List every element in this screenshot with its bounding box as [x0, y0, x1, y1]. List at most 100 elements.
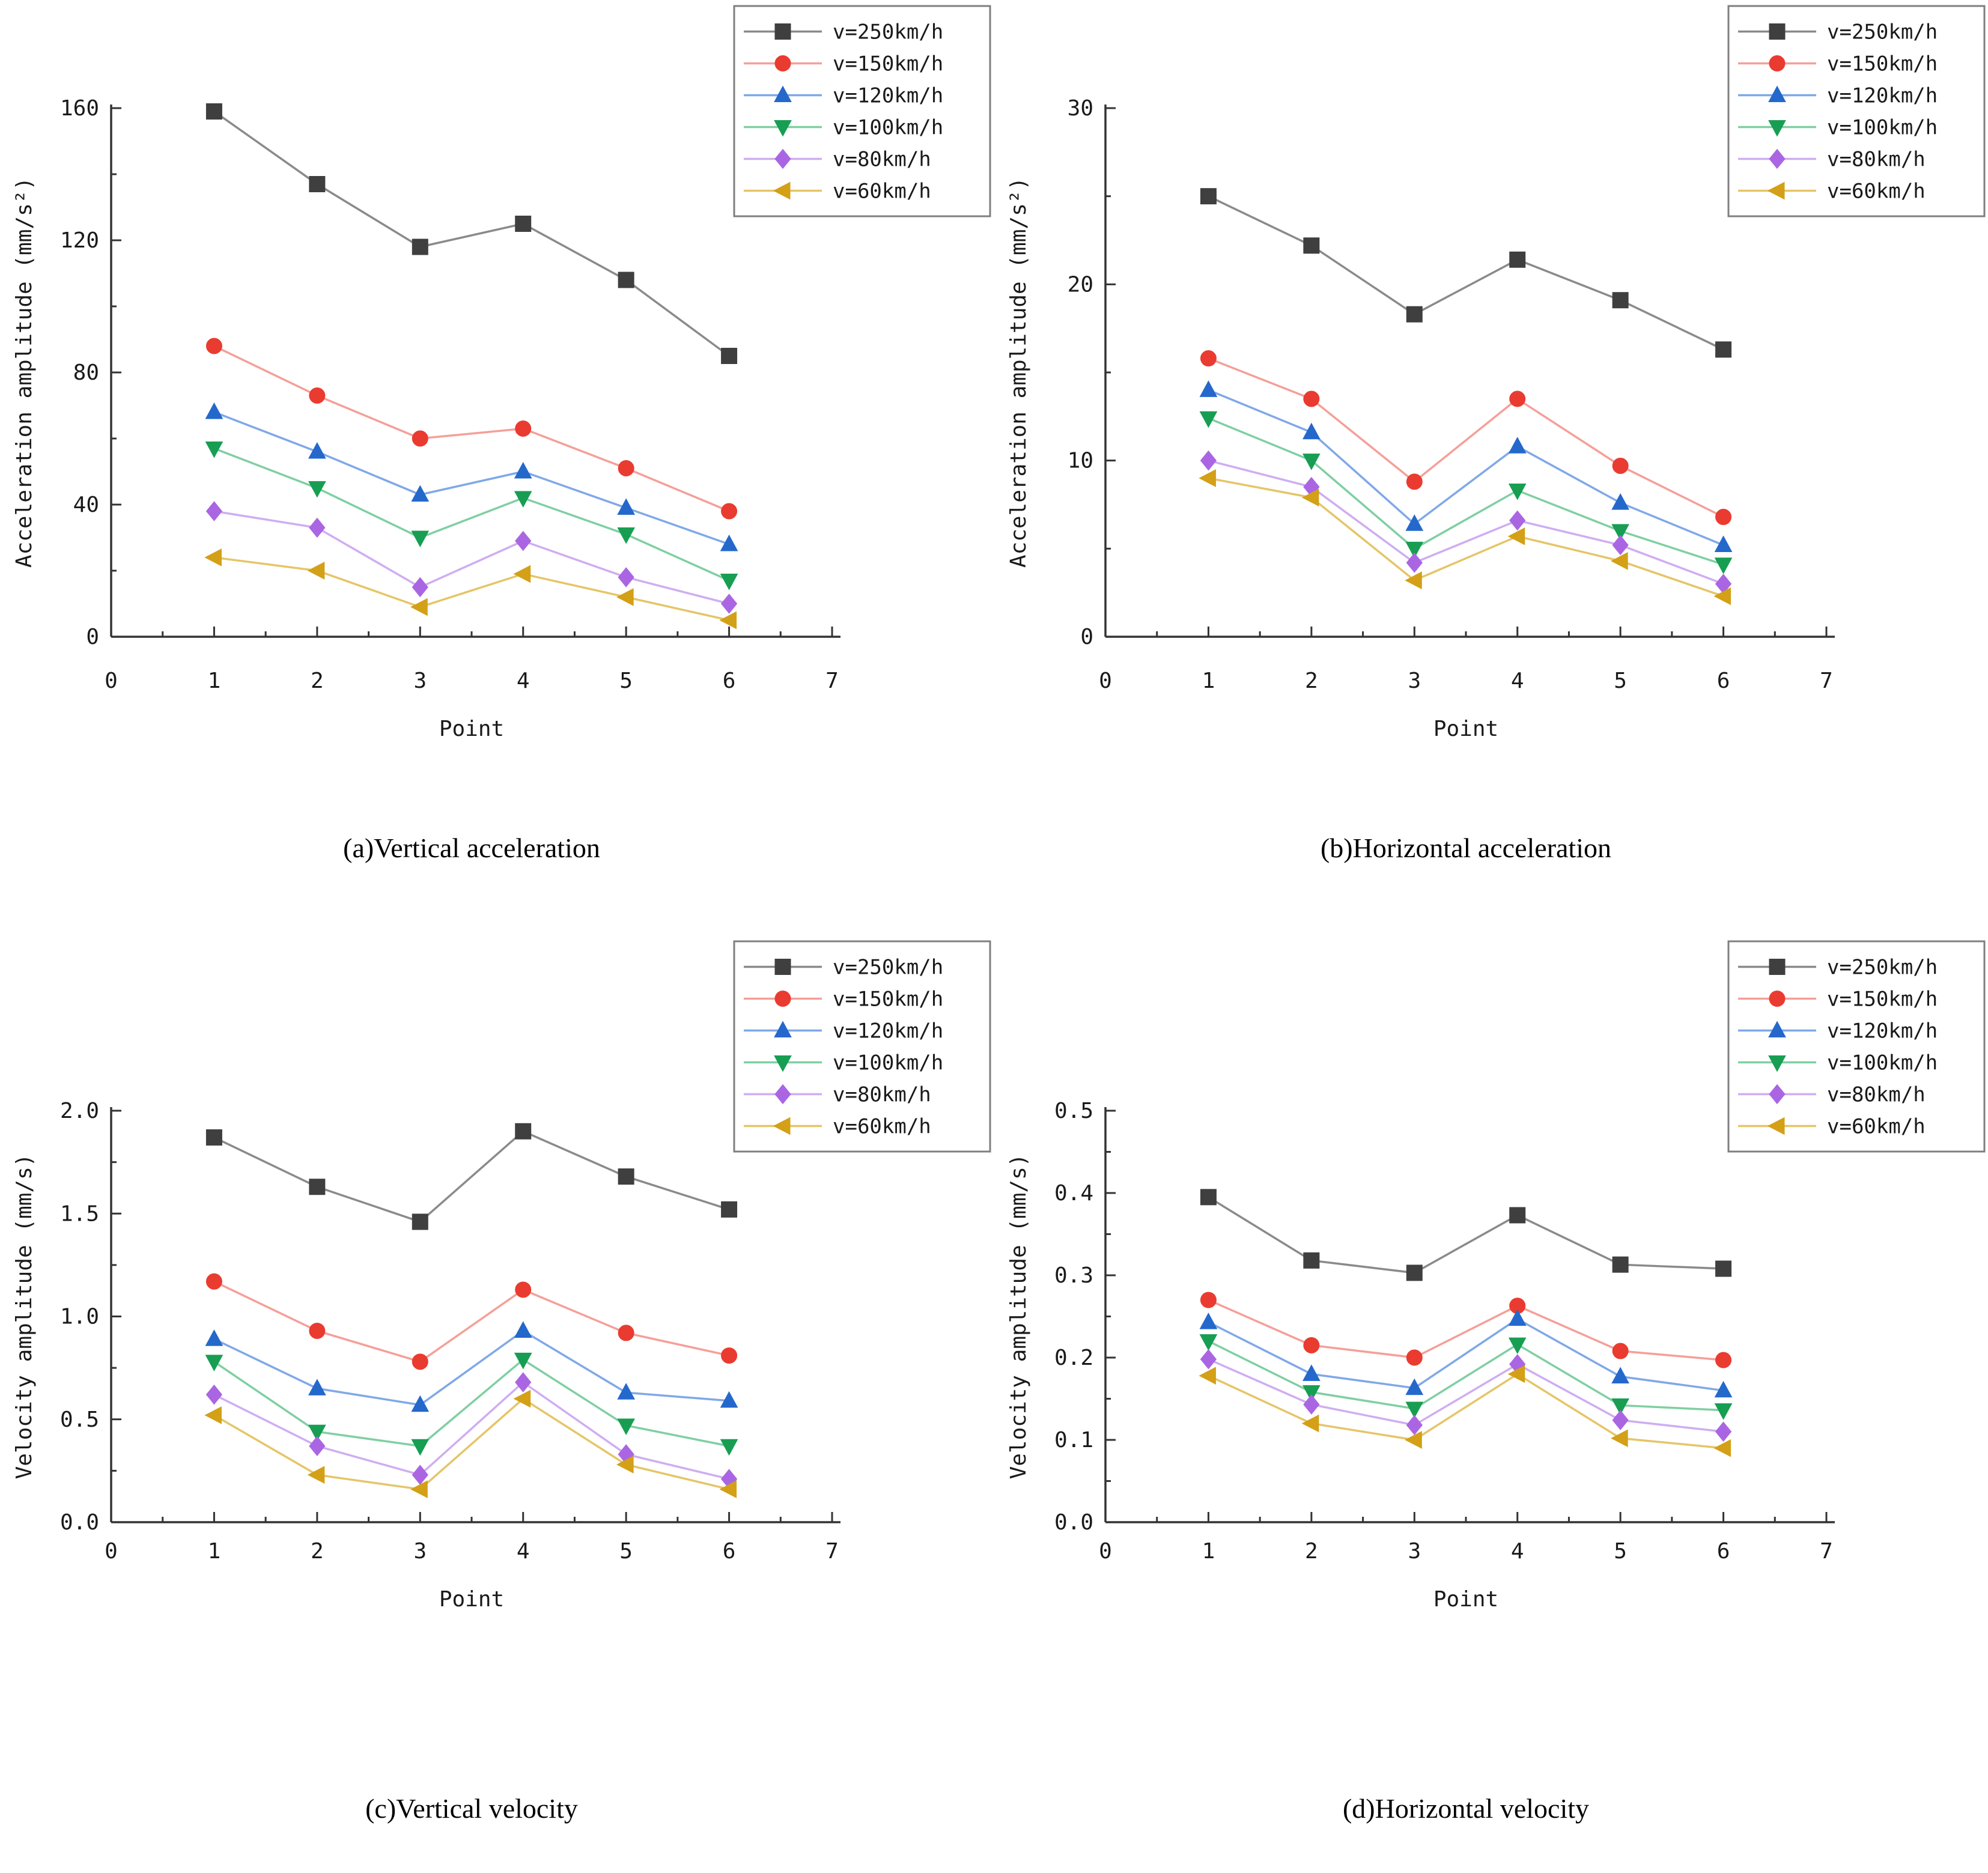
- marker-p2: [1303, 1252, 1320, 1269]
- marker-legend: [774, 1055, 792, 1072]
- x-tick-label: 2: [1305, 1539, 1318, 1564]
- marker-legend: [1768, 120, 1786, 137]
- x-axis-ticks: 0 1 2 3 4 5 6 7: [1099, 627, 1833, 693]
- series-v-100km-h: [1199, 411, 1733, 574]
- marker-p2: [1303, 1394, 1320, 1415]
- legend-label: v=120km/h: [1827, 84, 1938, 108]
- marker-legend: [773, 1117, 791, 1135]
- y-axis-title: Acceleration amplitude (mm/s²): [12, 177, 37, 568]
- series-line: [214, 510, 730, 605]
- marker-p4: [1508, 1337, 1527, 1355]
- marker-p5: [1611, 1429, 1628, 1448]
- series-v-100km-h: [205, 1352, 738, 1456]
- marker-p1: [205, 1329, 223, 1346]
- marker-p4: [1508, 484, 1527, 500]
- marker-p1: [1200, 350, 1217, 367]
- marker-p5: [618, 567, 634, 587]
- legend-label: v=80km/h: [1827, 1083, 1926, 1107]
- legend-item-v-80km-h: v=80km/h: [744, 1083, 931, 1107]
- marker-p3: [412, 430, 428, 447]
- marker-p3: [1406, 1349, 1423, 1366]
- marker-p3: [1405, 1378, 1424, 1395]
- chart-d-canvas: 0.0 0.1 0.2 0.3 0.4 0.5 0 1 2 3 4 5 6 7 Point Velocity …: [1006, 940, 1986, 1612]
- y-axis-title: Velocity amplitude (mm/s): [12, 1154, 37, 1480]
- marker-p3: [1406, 306, 1423, 323]
- legend-item-v-100km-h: v=100km/h: [744, 1051, 943, 1075]
- marker-p3: [1406, 473, 1423, 490]
- marker-p1: [1199, 1313, 1218, 1329]
- y-tick-label: 2.0: [60, 1099, 99, 1123]
- legend-item-v-120km-h: v=120km/h: [744, 84, 943, 108]
- marker-p5: [1612, 292, 1629, 309]
- marker-p1: [205, 103, 222, 120]
- x-tick-label: 3: [1408, 1539, 1421, 1564]
- marker-p3: [411, 1395, 430, 1412]
- marker-p4: [1509, 390, 1526, 407]
- y-axis-title: Velocity amplitude (mm/s): [1006, 1154, 1031, 1480]
- x-tick-label: 4: [517, 669, 530, 693]
- marker-p1: [1200, 450, 1217, 471]
- series-line: [1208, 1196, 1724, 1274]
- marker-p3: [411, 530, 430, 548]
- legend-item-v-60km-h: v=60km/h: [744, 180, 931, 204]
- legend-box: [1727, 940, 1986, 1153]
- legend-label: v=100km/h: [1827, 116, 1938, 140]
- marker-legend: [774, 55, 791, 71]
- legend-label: v=120km/h: [833, 84, 943, 108]
- marker-p3: [411, 1439, 430, 1456]
- marker-p3: [412, 1353, 428, 1370]
- legend-item-v-80km-h: v=80km/h: [1738, 148, 1926, 172]
- marker-legend: [773, 181, 791, 200]
- x-axis-ticks: 0 1 2 3 4 5 6 7: [105, 1512, 839, 1564]
- marker-p6: [721, 348, 738, 364]
- legend-item-v-150km-h: v=150km/h: [1738, 52, 1938, 76]
- marker-p4: [1507, 1365, 1525, 1383]
- x-axis-ticks: 0 1 2 3 4 5 6 7: [105, 627, 839, 693]
- series-line: [1208, 1317, 1724, 1392]
- x-axis-title: Point: [439, 717, 504, 741]
- marker-p1: [1199, 380, 1218, 397]
- series-v-120km-h: [205, 402, 738, 551]
- marker-p2: [1303, 1364, 1321, 1381]
- marker-p6: [1714, 1380, 1733, 1398]
- series-line: [213, 1358, 729, 1448]
- marker-p1: [1200, 1189, 1217, 1206]
- x-axis-title: Point: [1433, 717, 1498, 741]
- x-axis-title: Point: [439, 1587, 504, 1612]
- x-tick-label: 1: [1202, 669, 1215, 693]
- legend-label: v=150km/h: [833, 52, 943, 76]
- y-tick-label: 1.5: [60, 1201, 99, 1226]
- legend-label: v=250km/h: [1827, 20, 1938, 44]
- y-tick-label: 0.5: [1054, 1099, 1093, 1123]
- panel-vertical-velocity: 0.0 0.5 1.0 1.5 2.0 0 1 2 3 4 5 6 7 Point Velocity amp…: [0, 936, 994, 1873]
- marker-legend: [774, 1021, 792, 1037]
- marker-p1: [205, 501, 223, 521]
- chart-c-canvas: 0.0 0.5 1.0 1.5 2.0 0 1 2 3 4 5 6 7 Point Velocity amp…: [12, 940, 991, 1612]
- marker-p6: [720, 1439, 738, 1456]
- marker-p4: [1509, 1207, 1526, 1224]
- series-v-250km-h: [1200, 188, 1732, 358]
- series-line: [213, 1280, 729, 1363]
- marker-p4: [515, 1281, 532, 1298]
- marker-p2: [309, 517, 326, 538]
- marker-p6: [719, 611, 737, 630]
- marker-p1: [205, 338, 222, 354]
- y-axis-ticks: 0.0 0.5 1.0 1.5 2.0: [60, 1099, 121, 1535]
- y-tick-label: 0: [86, 625, 99, 649]
- caption-c: (c)Vertical velocity: [365, 1793, 578, 1824]
- marker-legend: [774, 148, 791, 169]
- marker-p5: [618, 1168, 634, 1185]
- marker-p2: [307, 562, 325, 580]
- x-tick-label: 4: [517, 1539, 530, 1564]
- marker-legend: [1769, 959, 1786, 975]
- marker-p1: [1200, 1292, 1217, 1308]
- series-v-120km-h: [1199, 1309, 1733, 1398]
- marker-p4: [515, 530, 532, 551]
- marker-p4: [515, 1372, 532, 1392]
- legend-item-v-60km-h: v=60km/h: [1738, 1115, 1926, 1139]
- marker-legend: [774, 23, 791, 40]
- series-v-80km-h: [205, 1372, 738, 1489]
- series-line: [213, 1329, 729, 1406]
- marker-legend: [774, 991, 791, 1007]
- marker-p2: [1301, 1414, 1319, 1433]
